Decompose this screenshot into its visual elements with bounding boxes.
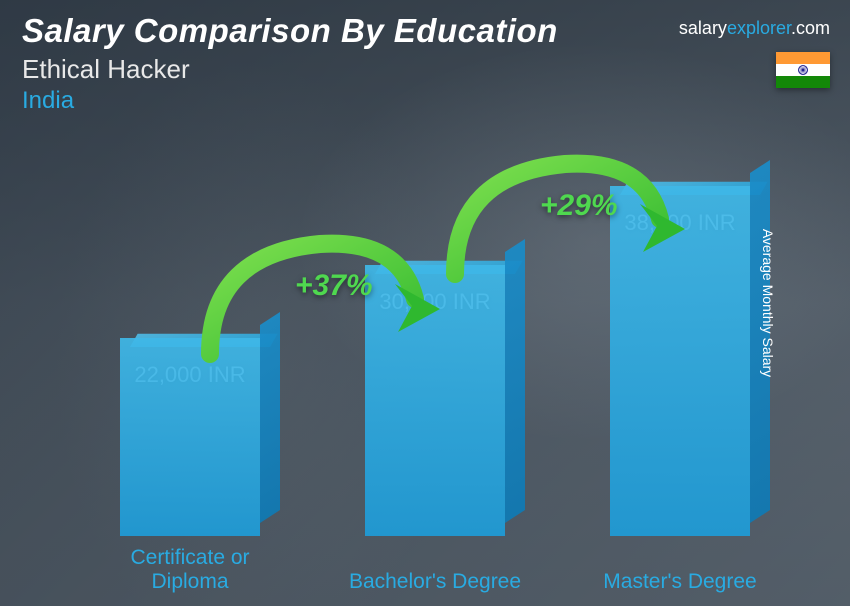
chart-country: India (22, 87, 558, 115)
pct-label-1: +29% (540, 189, 618, 223)
y-axis-label: Average Monthly Salary (760, 229, 776, 377)
chart-subtitle: Ethical Hacker (22, 54, 558, 85)
category-label-2: Master's Degree (590, 570, 770, 594)
bar-chart: 22,000 INR Certificate or Diploma 30,100… (60, 114, 800, 594)
chart-title: Salary Comparison By Education (22, 12, 558, 50)
brand-part1: salary (679, 18, 727, 38)
brand-logo: salaryexplorer.com (679, 18, 830, 39)
category-label-1: Bachelor's Degree (345, 570, 525, 594)
brand-part3: .com (791, 18, 830, 38)
growth-arrow-0 (190, 224, 450, 384)
growth-arrow-1 (435, 144, 695, 304)
category-label-0: Certificate or Diploma (100, 546, 280, 594)
pct-label-0: +37% (295, 269, 373, 303)
header: Salary Comparison By Education Ethical H… (22, 12, 558, 115)
flag-icon (776, 52, 830, 88)
brand-part2: explorer (727, 18, 791, 38)
